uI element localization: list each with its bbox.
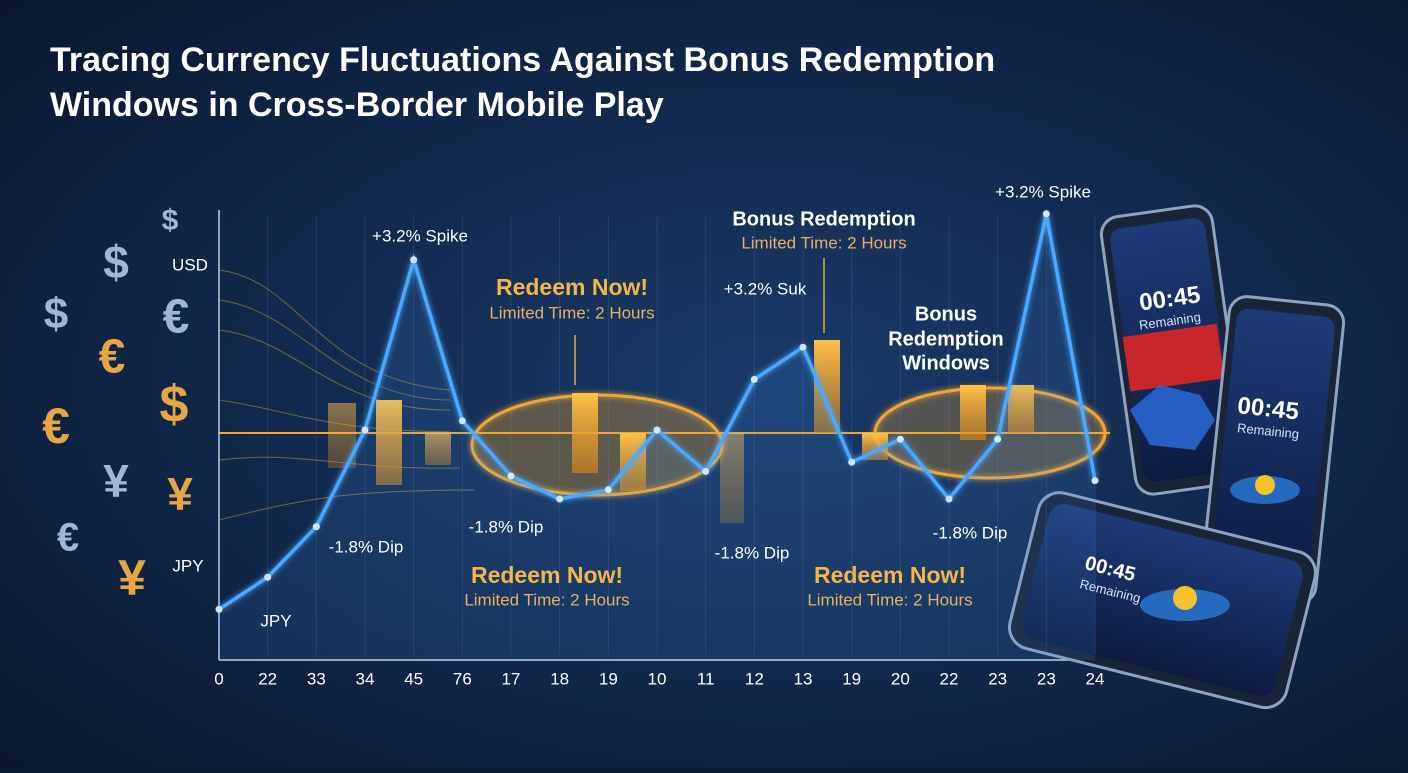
phone-label: Remaining — [1236, 420, 1299, 441]
x-tick-label: 24 — [1086, 669, 1105, 688]
annotation: Redeem Now! — [471, 562, 623, 588]
currency-symbol: $ — [103, 236, 129, 288]
x-tick-label: 45 — [404, 669, 423, 688]
annotation: Bonus Redemption — [732, 208, 915, 230]
annotation: Limited Time: 2 Hours — [464, 590, 629, 609]
redemption-windows — [328, 258, 1107, 523]
annotation: Limited Time: 2 Hours — [807, 590, 972, 609]
point — [264, 573, 272, 581]
annotation: Redeem Now! — [496, 274, 648, 300]
point — [848, 458, 856, 466]
currency-symbol: $ — [162, 204, 179, 237]
point — [458, 417, 466, 425]
currency-symbol: ¥ — [167, 468, 193, 520]
x-tick-label: 19 — [842, 669, 861, 688]
annotation: +3.2% Spike — [372, 226, 468, 245]
x-tick-label: 19 — [599, 669, 618, 688]
axis-label: USD — [172, 255, 208, 274]
annotation: -1.8% Dip — [329, 537, 404, 556]
annotation: Limited Time: 2 Hours — [741, 233, 906, 252]
currency-symbol: ¥ — [103, 455, 129, 507]
annotation: Windows — [902, 352, 990, 374]
currency-symbol: $ — [44, 290, 68, 339]
point — [702, 467, 710, 475]
currency-symbol: € — [57, 516, 79, 560]
x-tick-label: 11 — [697, 669, 715, 688]
x-tick-label: 0 — [214, 669, 223, 688]
point — [604, 486, 612, 494]
axis-label: JPY — [172, 556, 203, 575]
point — [556, 495, 564, 503]
currency-symbol: $ — [160, 376, 189, 434]
x-tick-label: 22 — [258, 669, 277, 688]
point — [1091, 477, 1099, 485]
x-tick-label: 12 — [745, 669, 764, 688]
point — [361, 426, 369, 434]
point — [653, 426, 661, 434]
chart-subtitle: Windows in Cross-Border Mobile Play — [50, 86, 664, 124]
phones — [1008, 204, 1346, 710]
chart-title: Tracing Currency Fluctuations Against Bo… — [50, 41, 995, 79]
x-tick-label: 18 — [550, 669, 569, 688]
annotation: +3.2% Spike — [995, 182, 1091, 201]
currency-symbol: € — [99, 331, 126, 384]
decor-curves — [218, 269, 476, 521]
annotation: Redemption — [888, 328, 1004, 350]
x-tick-label: 23 — [988, 669, 1007, 688]
point — [507, 472, 515, 480]
x-tick-label: 17 — [502, 669, 521, 688]
annotation: JPY — [260, 611, 291, 630]
currency-symbol: € — [42, 398, 70, 454]
annotation: -1.8% Dip — [469, 517, 544, 536]
annotation: +3.2% Suk — [724, 279, 807, 298]
point — [410, 256, 418, 264]
point — [799, 343, 807, 351]
annotation: -1.8% Dip — [933, 523, 1008, 542]
point — [896, 435, 904, 443]
x-tick-label: 13 — [794, 669, 813, 688]
x-tick-label: 22 — [940, 669, 959, 688]
point — [945, 495, 953, 503]
point — [750, 375, 758, 383]
x-tick-label: 76 — [453, 669, 472, 688]
area — [219, 213, 1095, 661]
point — [312, 523, 320, 531]
annotation: Limited Time: 2 Hours — [489, 303, 654, 322]
annotation: -1.8% Dip — [715, 543, 790, 562]
x-tick-label: 20 — [891, 669, 910, 688]
annotation: Redeem Now! — [814, 562, 966, 588]
x-tick-label: 34 — [356, 669, 375, 688]
x-tick-label: 33 — [307, 669, 326, 688]
annotation: Bonus — [915, 303, 977, 325]
currency-symbol: € — [163, 291, 190, 344]
x-tick-label: 10 — [648, 669, 667, 688]
point — [215, 605, 223, 613]
point — [994, 435, 1002, 443]
phone-timer: 00:45 — [1236, 392, 1300, 425]
x-tick-label: 23 — [1037, 669, 1056, 688]
point — [1042, 210, 1050, 218]
currency-symbol: ¥ — [118, 550, 146, 606]
